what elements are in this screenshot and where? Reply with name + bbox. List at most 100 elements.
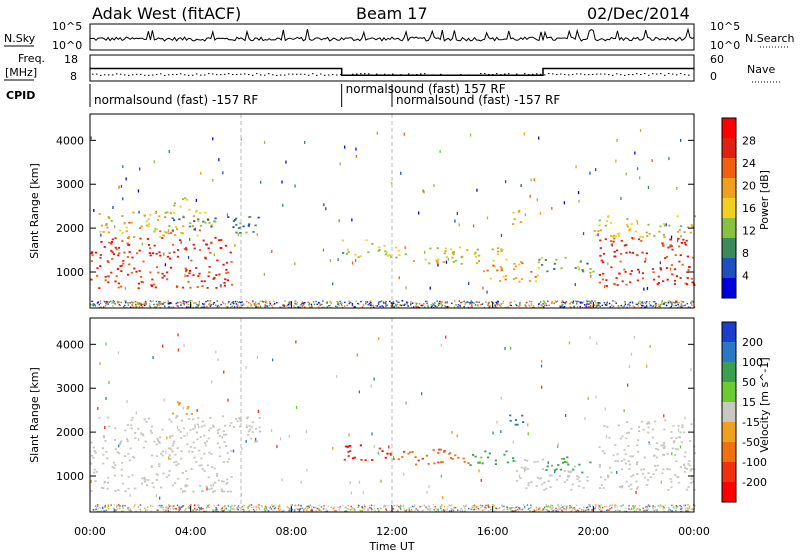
velocity-noise [406,508,408,511]
power-noise [281,306,283,308]
power-noise [222,302,225,304]
power-noise [180,302,183,304]
power-noise [661,302,663,304]
velocity-cell [118,443,121,446]
velocity-noise [587,397,589,400]
power-noise [586,306,588,308]
power-noise [628,303,630,305]
power-noise [341,302,343,304]
velocity-noise [671,504,673,507]
velocity-cell [173,461,176,464]
velocity-noise [263,508,266,510]
velocity-cell [177,401,180,404]
power-noise [403,132,405,136]
velocity-cell [642,472,645,475]
power-cell [208,265,211,268]
power-cell [199,224,203,227]
velocity-noise [541,359,543,363]
power-noise [476,301,478,303]
power-noise [234,243,236,247]
velocity-noise [471,508,473,510]
velocity-cell [681,424,684,427]
power-noise [488,301,490,303]
power-cell [207,247,210,250]
velocity-cell [509,414,512,417]
velocity-noise [223,506,225,508]
velocity-noise [414,504,416,507]
velocity-cell [200,457,203,460]
velocity-noise [671,510,673,512]
velocity-cell [474,455,477,458]
velocity-noise [578,510,580,512]
power-cell [181,286,185,289]
power-noise [175,302,177,304]
power-noise [125,302,127,304]
power-noise [463,300,465,302]
velocity-noise [645,509,647,511]
velocity-colorbar-label: Velocity [m s^-1] [758,357,771,452]
power-cell [232,226,235,228]
power-noise [283,304,285,306]
velocity-cell [199,484,202,487]
velocity-cell [251,431,254,433]
power-noise [307,301,309,303]
velocity-noise [400,508,402,510]
velocity-noise [483,509,485,511]
power-colorbar-tick: 24 [742,157,756,170]
velocity-noise [177,333,179,337]
nave-dot [572,74,574,76]
power-noise [180,241,182,245]
power-noise [297,306,299,308]
power-cell [223,282,226,284]
power-noise [288,303,290,305]
power-noise [543,304,546,306]
power-noise [131,303,133,306]
power-noise [301,302,303,305]
power-noise [446,300,448,303]
power-noise [238,301,240,304]
velocity-cell [555,468,558,471]
velocity-noise [442,496,444,499]
velocity-cell [647,426,650,429]
velocity-noise [459,510,461,512]
velocity-cell [168,418,171,421]
power-cell [625,251,628,254]
velocity-noise [190,504,192,506]
power-noise [93,304,96,306]
velocity-noise [272,505,274,508]
velocity-noise [273,505,275,507]
power-noise [107,303,109,305]
nave-dot [116,73,118,75]
power-cell [676,215,679,218]
power-cell [564,256,567,259]
velocity-cell [578,463,581,466]
velocity-noise [474,505,476,507]
velocity-noise [529,509,531,512]
power-cell [103,246,106,248]
velocity-noise [675,505,677,507]
power-noise [441,305,443,308]
velocity-noise [595,505,597,507]
velocity-noise [100,510,102,512]
power-noise [335,305,337,307]
power-noise [588,303,590,305]
power-noise [162,301,165,303]
velocity-noise [150,510,153,513]
power-noise [564,303,566,305]
velocity-noise [605,509,608,512]
power-cell [151,278,154,281]
nave-dot [432,74,434,76]
power-noise [644,301,646,303]
velocity-noise [279,504,281,506]
velocity-colorbar-segment [722,342,736,362]
power-noise [489,305,491,307]
power-noise [366,301,369,303]
nave-dot [212,73,214,75]
velocity-cell [555,478,558,481]
power-cell [365,239,368,242]
velocity-cell [687,486,690,488]
power-noise [519,305,521,307]
velocity-cell [467,462,470,464]
power-noise [665,301,667,304]
velocity-cell [175,416,178,419]
